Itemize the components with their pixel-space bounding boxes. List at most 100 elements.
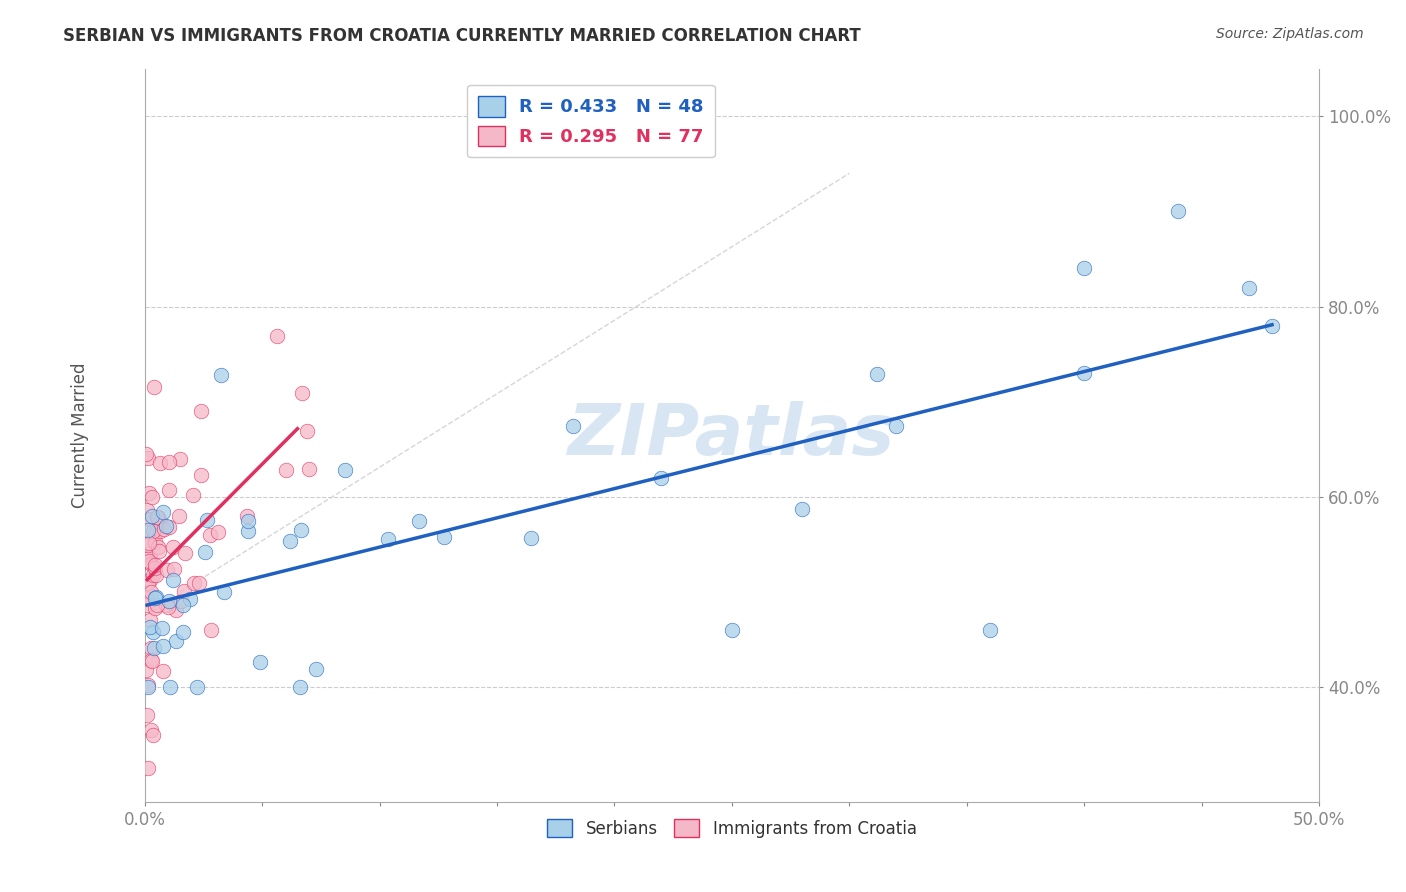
Point: [195, 512, 218, 526]
Point: [157, 483, 180, 498]
Point: [278, 534, 301, 549]
Point: [149, 515, 172, 529]
Point: [157, 599, 180, 614]
Point: [152, 664, 174, 678]
Point: [138, 554, 160, 568]
Point: [249, 655, 271, 669]
Point: [136, 599, 159, 613]
Point: [1073, 366, 1095, 380]
Point: [377, 532, 399, 546]
Point: [212, 584, 235, 599]
Point: [141, 723, 163, 738]
Point: [143, 601, 166, 615]
Point: [136, 761, 159, 775]
Point: [174, 546, 197, 560]
Y-axis label: Currently Married: Currently Married: [72, 362, 89, 508]
Point: [139, 573, 162, 587]
Point: [167, 508, 190, 523]
Point: [150, 622, 173, 636]
Point: [149, 524, 172, 538]
Point: [143, 526, 166, 541]
Point: [145, 598, 167, 612]
Point: [156, 563, 179, 577]
Point: [979, 624, 1001, 638]
Point: [188, 576, 211, 591]
Point: [148, 509, 170, 524]
Point: [207, 524, 229, 539]
Point: [198, 527, 221, 541]
Point: [138, 613, 160, 627]
Point: [650, 471, 672, 485]
Point: [520, 532, 543, 546]
Point: [136, 592, 159, 607]
Point: [135, 663, 157, 677]
Point: [211, 368, 233, 382]
Point: [146, 540, 169, 554]
Point: [297, 424, 319, 438]
Point: [155, 598, 177, 612]
Point: [143, 561, 166, 575]
Point: [305, 662, 328, 676]
Point: [138, 450, 160, 465]
Text: ZIPatlas: ZIPatlas: [568, 401, 896, 469]
Point: [136, 503, 159, 517]
Point: [183, 576, 205, 591]
Point: [136, 678, 159, 692]
Point: [138, 486, 160, 500]
Point: [135, 591, 157, 606]
Point: [172, 625, 194, 640]
Point: [190, 468, 212, 483]
Point: [159, 681, 181, 695]
Point: [884, 419, 907, 434]
Point: [236, 524, 259, 539]
Point: [1261, 319, 1284, 334]
Point: [169, 452, 191, 467]
Point: [136, 538, 159, 552]
Point: [290, 523, 312, 537]
Point: [288, 681, 311, 695]
Point: [172, 599, 194, 613]
Point: [136, 523, 159, 537]
Point: [186, 681, 208, 695]
Point: [165, 633, 187, 648]
Point: [138, 681, 160, 695]
Point: [561, 419, 583, 434]
Point: [145, 567, 167, 582]
Point: [136, 576, 159, 591]
Point: [139, 512, 162, 526]
Point: [298, 461, 321, 475]
Point: [162, 540, 184, 554]
Point: [408, 514, 430, 528]
Point: [266, 329, 288, 343]
Point: [792, 501, 814, 516]
Point: [155, 519, 177, 533]
Point: [291, 385, 314, 400]
Point: [150, 516, 173, 531]
Point: [433, 530, 456, 544]
Point: [866, 367, 889, 381]
Point: [157, 455, 180, 469]
Point: [190, 404, 212, 418]
Point: [141, 509, 163, 524]
Point: [146, 510, 169, 524]
Point: [152, 506, 174, 520]
Point: [333, 463, 356, 477]
Point: [143, 640, 166, 655]
Point: [139, 620, 162, 634]
Point: [1073, 260, 1095, 275]
Point: [142, 524, 165, 539]
Point: [1237, 281, 1260, 295]
Point: [135, 708, 157, 723]
Point: [149, 456, 172, 470]
Point: [274, 463, 297, 477]
Point: [181, 488, 204, 502]
Point: [139, 652, 162, 666]
Point: [141, 490, 163, 504]
Point: [236, 514, 259, 528]
Point: [136, 547, 159, 561]
Text: SERBIAN VS IMMIGRANTS FROM CROATIA CURRENTLY MARRIED CORRELATION CHART: SERBIAN VS IMMIGRANTS FROM CROATIA CURRE…: [63, 27, 860, 45]
Point: [194, 544, 217, 558]
Point: [138, 536, 160, 550]
Point: [152, 639, 174, 653]
Point: [162, 573, 184, 587]
